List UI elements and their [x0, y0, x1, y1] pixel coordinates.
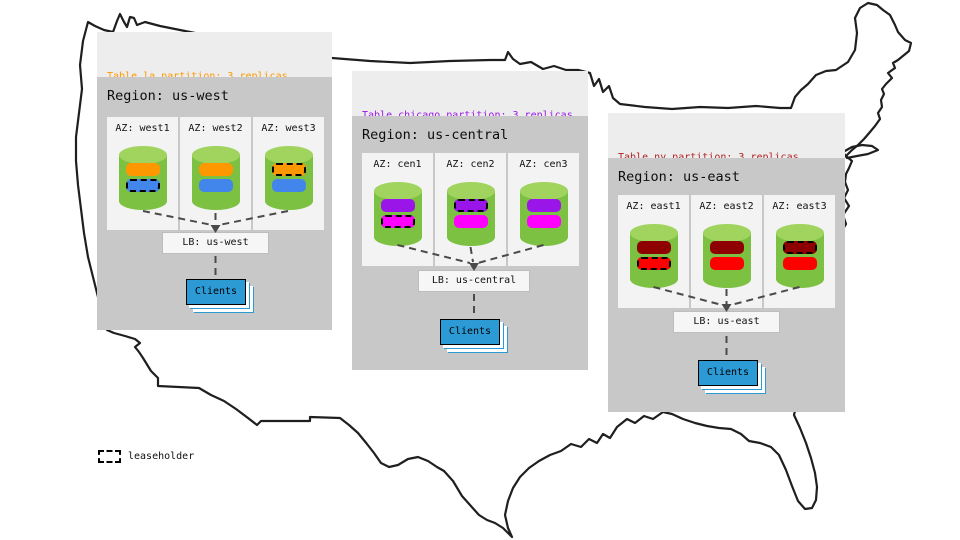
- table-partition-legend-line: Table la partition: 3 replicas: [107, 69, 322, 84]
- table-partition-bar: [636, 241, 671, 254]
- az-box-east1: AZ: east1: [618, 195, 689, 308]
- cylinder-top: [118, 146, 167, 164]
- az-box-west2: AZ: west2: [180, 117, 251, 230]
- cylinder-top: [446, 182, 495, 200]
- index-partition-bar: [198, 179, 233, 192]
- table-partition-bar: [526, 199, 561, 212]
- az-label: AZ: east3: [772, 201, 827, 212]
- database-cylinder: [775, 224, 824, 288]
- cylinder-top: [264, 146, 313, 164]
- clients-box: Clients: [698, 360, 758, 386]
- replica-bars: [709, 241, 744, 270]
- long-island-outline: [841, 143, 880, 160]
- callout-us-east: Table ny partition: 3 replicas Index ny …: [608, 113, 845, 208]
- table-partition-bar: [198, 163, 233, 176]
- database-cylinder: [629, 224, 678, 288]
- replica-bars: [380, 199, 415, 228]
- az-label: AZ: cen3: [519, 159, 568, 170]
- load-balancer-box: LB: us-east: [673, 311, 780, 333]
- az-box-west3: AZ: west3: [253, 117, 324, 230]
- index-partition-bar: [453, 215, 488, 228]
- replica-bars: [453, 199, 488, 228]
- az-row: AZ: west1 AZ: west2: [107, 117, 324, 230]
- region-title: Region: us-west: [107, 88, 229, 104]
- database-cylinder: [519, 182, 568, 246]
- callout-us-west: Table la partition: 3 replicas Index la …: [97, 32, 332, 127]
- table-partition-bar: [125, 163, 160, 176]
- replica-bars: [125, 163, 160, 192]
- replica-bars: [198, 163, 233, 192]
- table-partition-bar: [271, 163, 306, 176]
- cylinder-top: [373, 182, 422, 200]
- database-cylinder: [191, 146, 240, 210]
- az-label: AZ: cen1: [373, 159, 422, 170]
- table-partition-bar: [782, 241, 817, 254]
- table-partition-legend-line: Table ny partition: 3 replicas: [618, 150, 835, 165]
- load-balancer-box: LB: us-central: [418, 270, 530, 292]
- az-box-cen3: AZ: cen3: [508, 153, 579, 266]
- table-partition-legend-line: Table chicago partition: 3 replicas: [362, 108, 578, 123]
- database-cylinder: [264, 146, 313, 210]
- leaseholder-legend: leaseholder: [98, 450, 194, 463]
- region-us-east: Region: us-east AZ: east1 AZ: east2: [608, 158, 845, 412]
- index-partition-bar: [125, 179, 160, 192]
- index-partition-bar: [636, 257, 671, 270]
- cylinder-top: [191, 146, 240, 164]
- az-label: AZ: east2: [699, 201, 754, 212]
- table-partition-bar: [453, 199, 488, 212]
- callout-us-central: Table chicago partition: 3 replicas Inde…: [352, 71, 588, 166]
- replica-bars: [526, 199, 561, 228]
- replica-bars: [271, 163, 306, 192]
- az-box-cen1: AZ: cen1: [362, 153, 433, 266]
- az-row: AZ: cen1 AZ: cen2: [362, 153, 579, 266]
- az-label: AZ: cen2: [446, 159, 495, 170]
- index-partition-bar: [709, 257, 744, 270]
- leaseholder-label: leaseholder: [128, 451, 195, 462]
- replica-bars: [782, 241, 817, 270]
- database-cylinder: [373, 182, 422, 246]
- clients-box: Clients: [186, 279, 246, 305]
- az-box-cen2: AZ: cen2: [435, 153, 506, 266]
- az-row: AZ: east1 AZ: east2: [618, 195, 835, 308]
- index-partition-bar: [526, 215, 561, 228]
- load-balancer-box: LB: us-west: [162, 232, 269, 254]
- index-partition-bar: [380, 215, 415, 228]
- region-title: Region: us-east: [618, 169, 740, 185]
- region-title: Region: us-central: [362, 127, 509, 143]
- region-us-central: Region: us-central AZ: cen1 AZ: cen2: [352, 116, 588, 370]
- region-us-west: Region: us-west AZ: west1 AZ: west2: [97, 77, 332, 330]
- database-cylinder: [446, 182, 495, 246]
- replica-bars: [636, 241, 671, 270]
- table-partition-bar: [709, 241, 744, 254]
- index-partition-bar: [782, 257, 817, 270]
- database-cylinder: [118, 146, 167, 210]
- cylinder-top: [775, 224, 824, 242]
- cylinder-top: [519, 182, 568, 200]
- az-label: AZ: east1: [626, 201, 681, 212]
- table-partition-bar: [380, 199, 415, 212]
- az-label: AZ: west2: [188, 123, 243, 134]
- database-cylinder: [702, 224, 751, 288]
- az-box-west1: AZ: west1: [107, 117, 178, 230]
- leaseholder-swatch: [98, 450, 121, 463]
- az-label: AZ: west1: [115, 123, 170, 134]
- index-partition-bar: [271, 179, 306, 192]
- az-label: AZ: west3: [261, 123, 316, 134]
- az-box-east3: AZ: east3: [764, 195, 835, 308]
- clients-box: Clients: [440, 319, 500, 345]
- cylinder-top: [702, 224, 751, 242]
- cylinder-top: [629, 224, 678, 242]
- az-box-east2: AZ: east2: [691, 195, 762, 308]
